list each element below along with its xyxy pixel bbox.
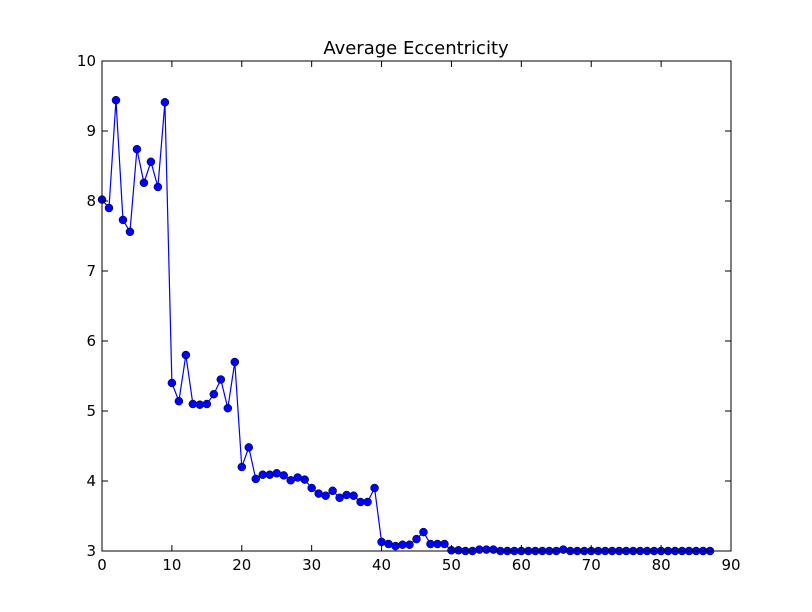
x-tick-label: 40: [372, 556, 391, 574]
data-point: [244, 443, 254, 452]
data-point: [279, 471, 288, 480]
data-point: [111, 95, 121, 105]
data-point: [391, 541, 400, 551]
y-tick-label: 5: [86, 402, 96, 420]
data-point: [202, 399, 212, 409]
data-point: [139, 178, 149, 188]
data-point: [160, 98, 170, 107]
data-point: [153, 182, 163, 192]
y-tick-label: 9: [86, 122, 96, 140]
y-tick-label: 7: [86, 262, 96, 280]
data-point: [405, 540, 414, 549]
y-tick-label: 3: [86, 542, 96, 560]
chart-title: Average Eccentricity: [323, 38, 509, 59]
data-point: [363, 497, 372, 507]
x-tick-label: 20: [232, 556, 251, 574]
data-point: [370, 483, 379, 493]
x-tick-label: 60: [512, 556, 531, 574]
data-point: [321, 491, 330, 500]
data-point: [132, 144, 142, 154]
data-point: [265, 470, 274, 479]
y-tick-label: 4: [86, 472, 96, 490]
data-point: [209, 389, 219, 399]
x-tick-label: 80: [652, 556, 671, 574]
data-point: [328, 486, 337, 496]
x-tick-label: 0: [97, 556, 107, 574]
data-point: [300, 475, 309, 484]
data-point: [223, 403, 233, 413]
data-point: [307, 483, 316, 493]
tick-layer: 0 10 20 30 40 50 60 70 80 90 3 4 5 6 7 8 9 10: [77, 52, 741, 574]
data-point: [167, 378, 177, 388]
data-point: [104, 203, 114, 213]
x-tick-label: 50: [442, 556, 461, 574]
x-tick-label: 30: [302, 556, 321, 574]
data-point: [419, 527, 428, 537]
data-point: [349, 491, 358, 500]
x-tick-label: 90: [721, 556, 740, 574]
data-point: [412, 534, 421, 544]
data-point: [125, 227, 135, 237]
y-tick-label: 6: [86, 332, 96, 350]
plot-frame: [101, 60, 732, 552]
data-point: [251, 474, 261, 484]
data-point: [216, 375, 226, 384]
x-tick-label: 10: [162, 556, 181, 574]
data-point: [174, 396, 184, 406]
data-point: [230, 357, 240, 367]
data-point: [118, 215, 128, 225]
x-tick-label: 70: [582, 556, 601, 574]
data-point: [559, 545, 568, 554]
data-point: [181, 350, 191, 360]
data-point: [440, 539, 449, 549]
data-point: [237, 462, 247, 472]
y-tick-label: 8: [86, 192, 96, 210]
data-point: [489, 545, 498, 554]
data-point: [146, 157, 156, 167]
y-tick-label: 10: [77, 52, 96, 70]
